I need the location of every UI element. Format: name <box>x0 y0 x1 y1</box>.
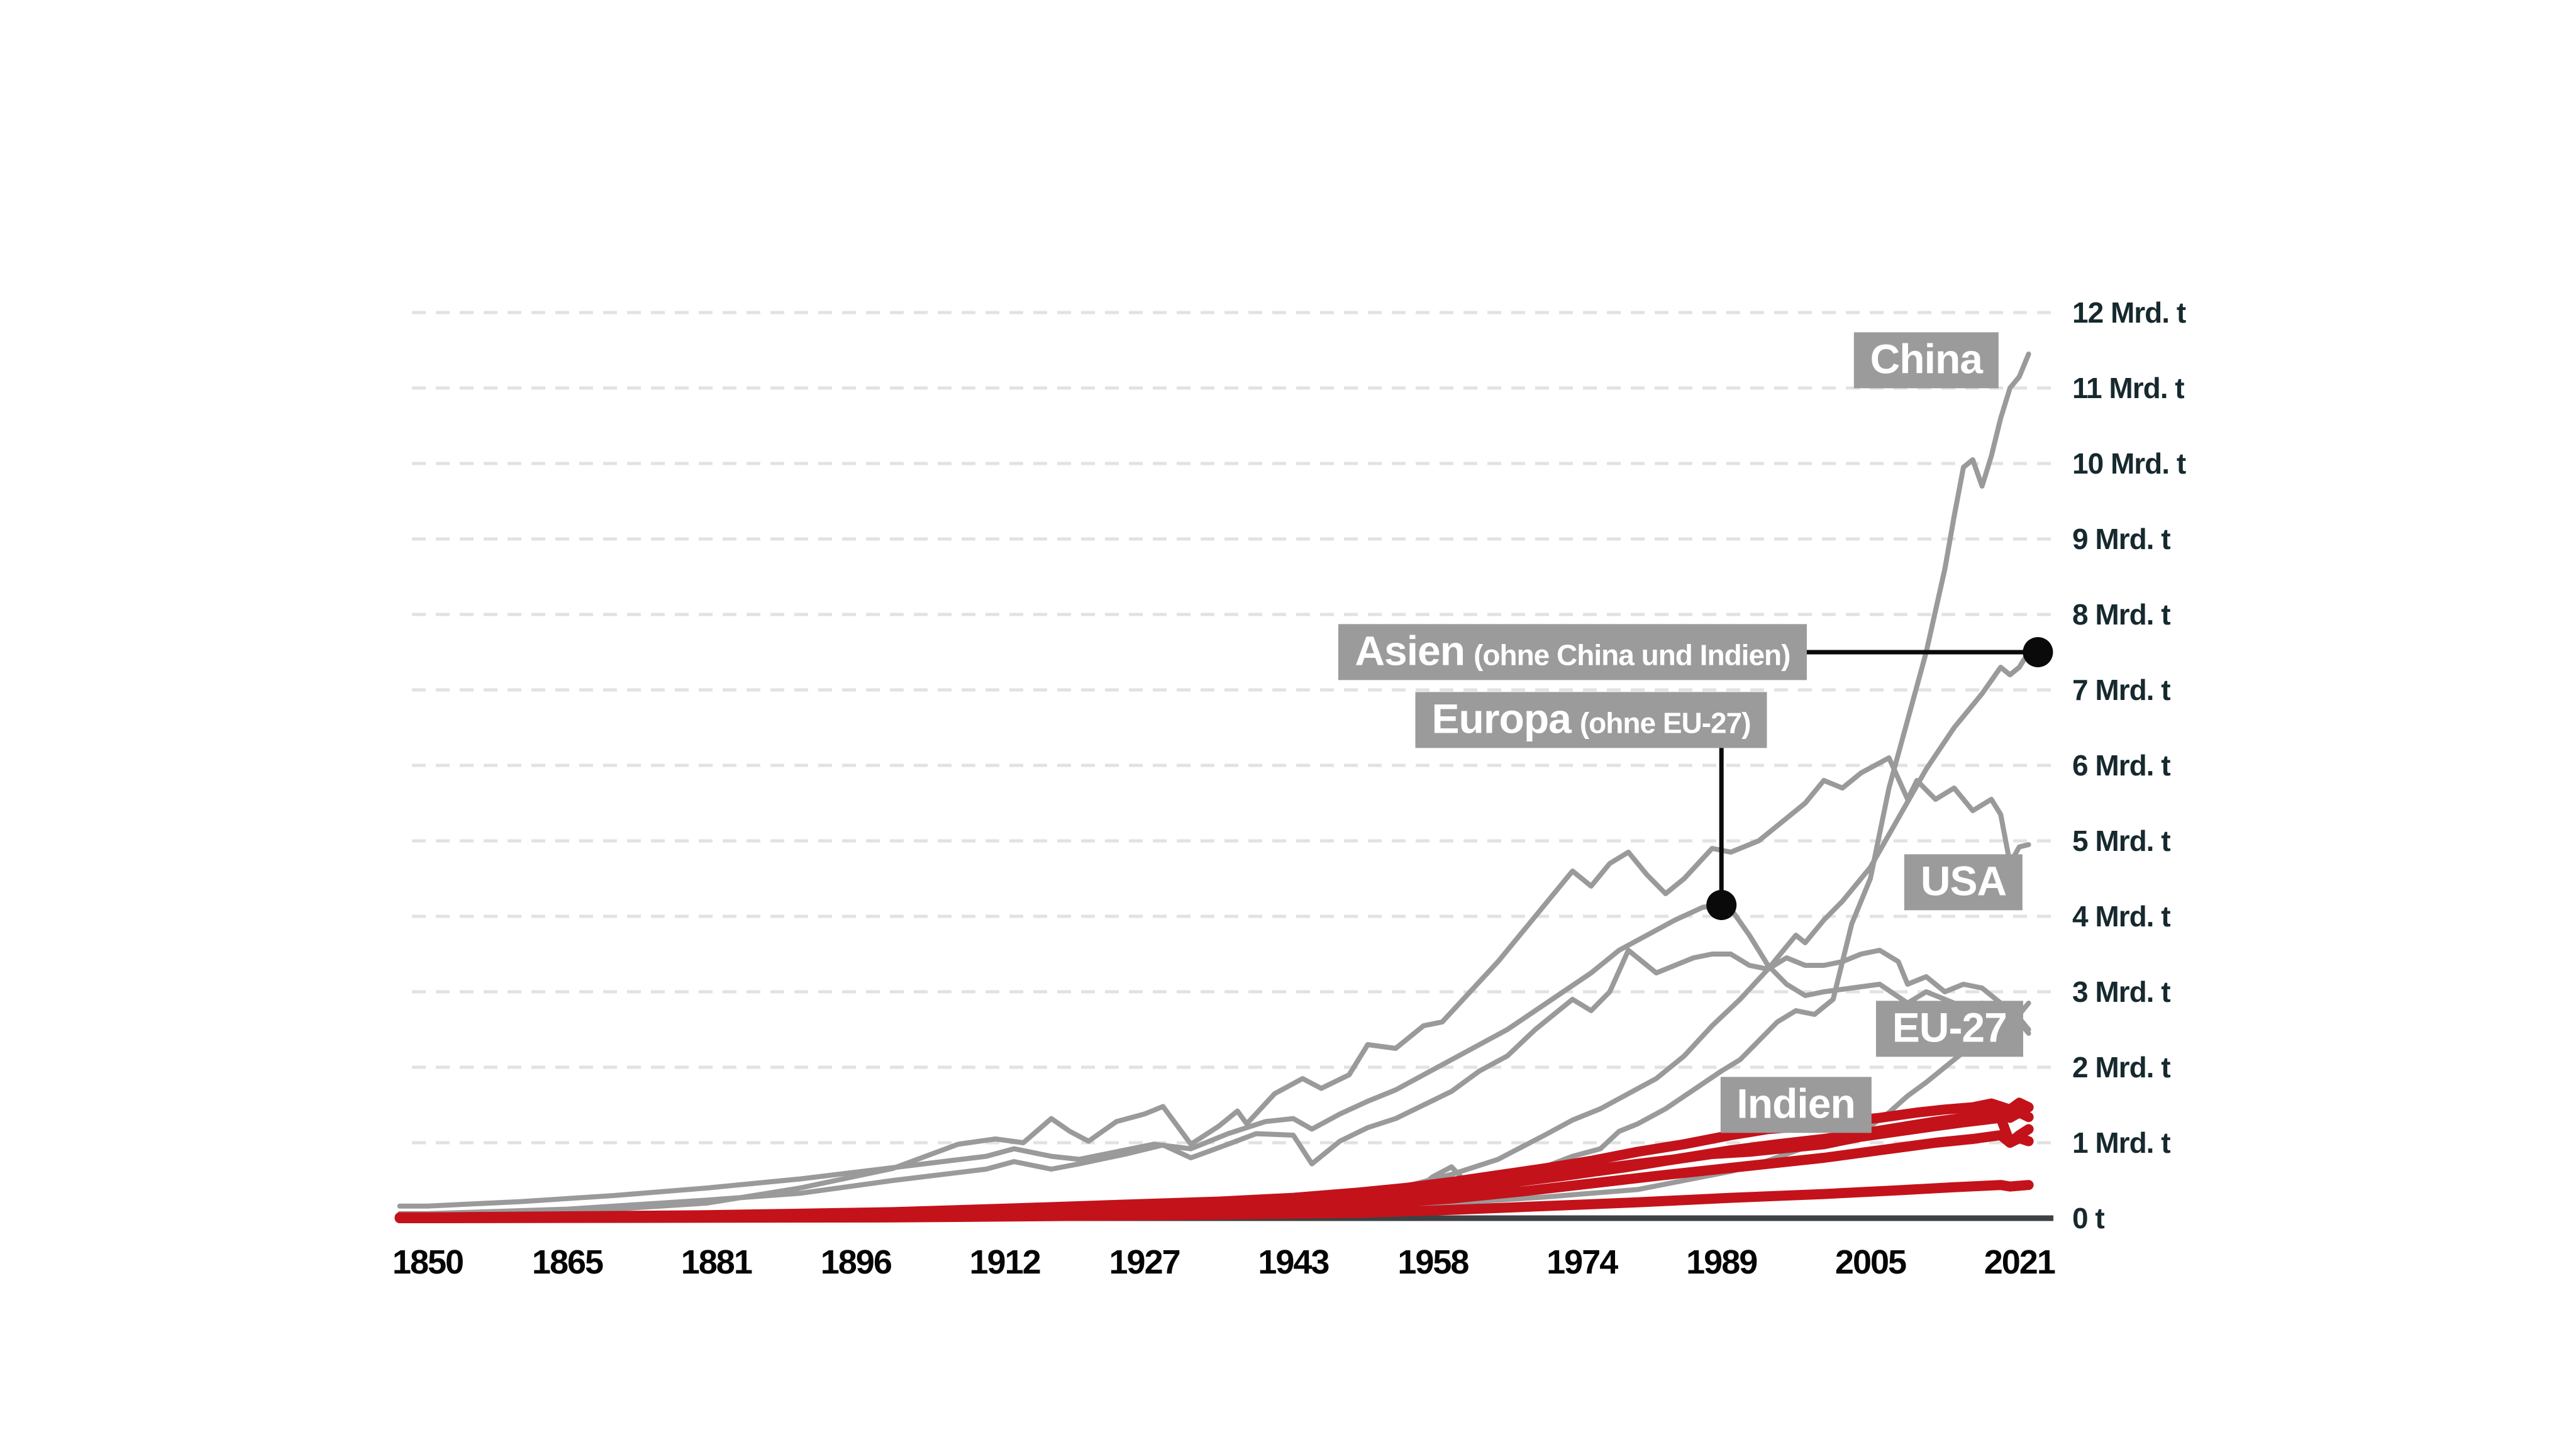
x-axis-tick-label: 1958 <box>1397 1243 1468 1281</box>
x-axis-tick-label: 1881 <box>681 1243 752 1281</box>
series-label-asien-text: Asien <box>1355 627 1465 674</box>
x-axis-tick-label: 1896 <box>821 1243 892 1281</box>
x-axis-tick-label: 1943 <box>1258 1243 1329 1281</box>
series-label-europa-text: Europa <box>1431 695 1571 742</box>
data-point-marker <box>1706 890 1737 920</box>
y-axis-tick-label: 4 Mrd. t <box>2072 900 2170 933</box>
series-label-asien-subtext: (ohne China und Indien) <box>1474 638 1790 672</box>
y-axis-tick-label: 11 Mrd. t <box>2072 372 2184 404</box>
y-axis-tick-label: 8 Mrd. t <box>2072 598 2170 631</box>
x-axis-tick-label: 2005 <box>1835 1243 1906 1281</box>
y-axis-tick-label: 1 Mrd. t <box>2072 1126 2170 1159</box>
series-line-usa <box>397 755 2031 1219</box>
series-label-europa-subtext: (ohne EU-27) <box>1579 706 1752 740</box>
series-label-eu27: EU-27 <box>1875 1001 2023 1057</box>
x-axis-tick-label: 2021 <box>1984 1243 2055 1281</box>
y-axis-tick-label: 12 Mrd. t <box>2072 296 2186 329</box>
y-axis-tick-label: 9 Mrd. t <box>2072 523 2170 555</box>
x-axis-tick-label: 1927 <box>1109 1243 1180 1281</box>
y-axis-tick-label: 0 t <box>2072 1202 2104 1235</box>
series-label-usa-text: USA <box>1920 857 2007 904</box>
series-label-usa: USA <box>1904 854 2023 911</box>
x-axis-tick-label: 1989 <box>1686 1243 1757 1281</box>
series-label-china-text: China <box>1870 335 1983 382</box>
series-label-europa: Europa (ohne EU-27) <box>1415 692 1767 748</box>
series-label-asien: Asien (ohne China und Indien) <box>1338 624 1807 680</box>
series-line-eu-27 <box>397 948 2031 1216</box>
y-axis-tick-label: 10 Mrd. t <box>2072 447 2186 480</box>
x-axis-tick-label: 1912 <box>970 1243 1040 1281</box>
series-label-indien: Indien <box>1720 1077 1872 1133</box>
y-axis-tick-label: 6 Mrd. t <box>2072 749 2170 782</box>
y-axis-tick-label: 2 Mrd. t <box>2072 1051 2170 1084</box>
data-point-marker <box>2023 637 2053 667</box>
x-axis-tick-label: 1865 <box>532 1243 603 1281</box>
series-label-indien-text: Indien <box>1736 1080 1855 1127</box>
series-label-china: China <box>1853 331 1999 389</box>
x-axis-tick-label: 1974 <box>1546 1243 1618 1281</box>
series-line-europa-ohne-eu-27 <box>397 902 2031 1209</box>
y-axis-tick-label: 3 Mrd. t <box>2072 975 2170 1008</box>
series-label-eu27-text: EU-27 <box>1892 1004 2007 1051</box>
y-axis-tick-label: 5 Mrd. t <box>2072 824 2170 857</box>
series-line-red-unlabeled <box>394 1180 2034 1223</box>
y-axis-tick-label: 7 Mrd. t <box>2072 674 2170 706</box>
x-axis-tick-label: 1850 <box>392 1243 463 1281</box>
